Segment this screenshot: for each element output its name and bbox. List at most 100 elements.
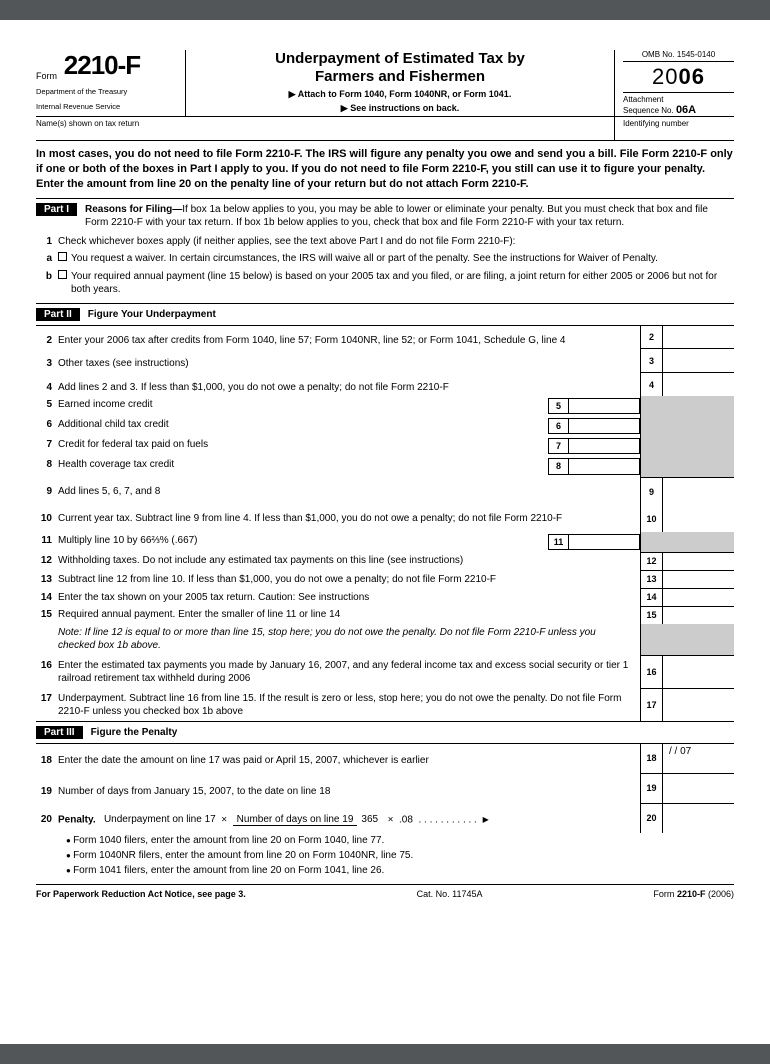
amt-12[interactable]	[663, 553, 734, 570]
line15-note: Note: If line 12 is equal to or more tha…	[58, 626, 640, 653]
lines-12-15-block: 12Withholding taxes. Do not include any …	[36, 552, 734, 624]
names-field[interactable]: Name(s) shown on tax return	[36, 117, 614, 140]
line1a-num: a	[36, 252, 58, 266]
amt-19[interactable]	[663, 774, 734, 803]
header-left: Form 2210-F Department of the Treasury I…	[36, 50, 186, 116]
line1a-text: You request a waiver. In certain circums…	[71, 252, 734, 266]
form-title-2: Farmers and Fishermen	[196, 68, 604, 86]
line15-text: Required annual payment. Enter the small…	[58, 608, 640, 622]
form-header: Form 2210-F Department of the Treasury I…	[36, 50, 734, 117]
line1b-text: Your required annual payment (line 15 be…	[71, 270, 734, 297]
amt-14[interactable]	[663, 589, 734, 606]
line-1: 1 Check whichever boxes apply (if neithe…	[36, 233, 734, 251]
line9-text: Add lines 5, 6, 7, and 8	[58, 485, 640, 499]
amt-6[interactable]	[569, 419, 639, 433]
line18-text: Enter the date the amount on line 17 was…	[58, 754, 640, 768]
part3-header: Part III Figure the Penalty	[36, 721, 734, 744]
amt-3[interactable]	[663, 349, 734, 372]
year-prefix: 20	[652, 64, 678, 89]
amt-20[interactable]	[663, 804, 734, 833]
checkbox-1a[interactable]	[58, 252, 67, 261]
bullet-1041: Form 1041 filers, enter the amount from …	[66, 863, 734, 878]
part1-label: Part I	[36, 203, 77, 216]
line19-text: Number of days from January 15, 2007, to…	[58, 785, 640, 799]
intro-text: In most cases, you do not need to file F…	[36, 141, 734, 199]
amt-8[interactable]	[569, 459, 639, 473]
line17-text: Underpayment. Subtract line 16 from line…	[58, 692, 640, 719]
form-title-1: Underpayment of Estimated Tax by	[196, 50, 604, 68]
dept-treasury: Department of the Treasury	[36, 87, 177, 96]
line-9-block: 9Add lines 5, 6, 7, and 8 9	[36, 477, 734, 507]
page-footer: For Paperwork Reduction Act Notice, see …	[36, 884, 734, 899]
line5-text: Earned income credit	[58, 398, 542, 412]
footer-right: Form 2210-F (2006)	[653, 889, 734, 899]
form-word: Form	[36, 71, 57, 81]
footer-left: For Paperwork Reduction Act Notice, see …	[36, 889, 246, 899]
amt-17[interactable]	[663, 689, 734, 721]
amt-2[interactable]	[663, 326, 734, 349]
line11-text: Multiply line 10 by 66⅔% (.667)	[58, 534, 542, 548]
amt-16[interactable]	[663, 656, 734, 688]
checkbox-1b[interactable]	[58, 270, 67, 279]
line1-num: 1	[36, 235, 58, 249]
lines-2-4-block: 2Enter your 2006 tax after credits from …	[36, 326, 734, 397]
lines-5-8-block: 5Earned income credit5 6Additional child…	[36, 396, 734, 477]
name-row: Name(s) shown on tax return Identifying …	[36, 117, 734, 141]
line2-text: Enter your 2006 tax after credits from F…	[58, 334, 640, 348]
line-15note-block: Note: If line 12 is equal to or more tha…	[36, 624, 734, 655]
lines-18-20-block: 18Enter the date the amount on line 17 w…	[36, 744, 734, 833]
part3-label: Part III	[36, 726, 83, 739]
amt-11[interactable]	[569, 535, 639, 549]
lines-16-17-block: 16Enter the estimated tax payments you m…	[36, 655, 734, 721]
line14-text: Enter the tax shown on your 2005 tax ret…	[58, 591, 640, 605]
form-number: 2210-F	[64, 50, 140, 81]
bullet-1040nr: Form 1040NR filers, enter the amount fro…	[66, 848, 734, 863]
part2-label: Part II	[36, 308, 80, 321]
amt-5[interactable]	[569, 399, 639, 413]
part3-title: Figure the Penalty	[91, 726, 734, 739]
line6-text: Additional child tax credit	[58, 418, 542, 432]
line-1a: a You request a waiver. In certain circu…	[36, 250, 734, 268]
attach-word: Attachment	[623, 95, 663, 104]
part1-text: Reasons for Filing—If box 1a below appli…	[85, 203, 734, 229]
amt-9[interactable]	[663, 478, 734, 507]
amt-13[interactable]	[663, 571, 734, 588]
amounts-2-4: 2 3 4	[640, 326, 734, 397]
line12-text: Withholding taxes. Do not include any es…	[58, 554, 640, 568]
id-field[interactable]: Identifying number	[614, 117, 734, 140]
part2-header: Part II Figure Your Underpayment	[36, 303, 734, 326]
line10-text: Current year tax. Subtract line 9 from l…	[58, 512, 640, 526]
amt-10[interactable]	[663, 506, 734, 532]
header-right: OMB No. 1545-0140 2006 Attachment Sequen…	[614, 50, 734, 116]
part1-title: Reasons for Filing—	[85, 204, 182, 215]
line16-text: Enter the estimated tax payments you mad…	[58, 659, 640, 686]
year-bold: 06	[679, 64, 705, 89]
amt-7[interactable]	[569, 439, 639, 453]
sequence: Attachment Sequence No. 06A	[623, 93, 734, 116]
dept-irs: Internal Revenue Service	[36, 102, 177, 111]
line7-text: Credit for federal tax paid on fuels	[58, 438, 542, 452]
line8-text: Health coverage tax credit	[58, 458, 542, 472]
amt-18[interactable]: / / 07	[663, 744, 734, 773]
penalty-label: Penalty.	[58, 814, 96, 825]
line20-formula: Penalty. Underpayment on line 17 × Numbe…	[58, 813, 640, 827]
see-instr: See instructions on back.	[196, 103, 604, 114]
seq-label: Sequence No.	[623, 106, 674, 115]
footer-center: Cat. No. 11745A	[417, 889, 483, 899]
bullet-1040: Form 1040 filers, enter the amount from …	[66, 833, 734, 848]
attach-instr: Attach to Form 1040, Form 1040NR, or For…	[196, 89, 604, 100]
header-center: Underpayment of Estimated Tax by Farmers…	[186, 50, 614, 116]
line13-text: Subtract line 12 from line 10. If less t…	[58, 573, 640, 587]
tax-year: 2006	[623, 62, 734, 93]
line3-text: Other taxes (see instructions)	[58, 357, 640, 371]
amt-4[interactable]	[663, 373, 734, 396]
line1-text: Check whichever boxes apply (if neither …	[58, 235, 734, 249]
amt-15[interactable]	[663, 607, 734, 624]
line-11-block: 11Multiply line 10 by 66⅔% (.667)11	[36, 532, 734, 552]
filing-bullets: Form 1040 filers, enter the amount from …	[36, 833, 734, 878]
seq-num: 06A	[676, 104, 696, 116]
line4-text: Add lines 2 and 3. If less than $1,000, …	[58, 381, 640, 395]
line-10-block: 10Current year tax. Subtract line 9 from…	[36, 506, 734, 532]
shade-5-8	[640, 396, 734, 477]
form-page: Form 2210-F Department of the Treasury I…	[0, 20, 770, 1044]
